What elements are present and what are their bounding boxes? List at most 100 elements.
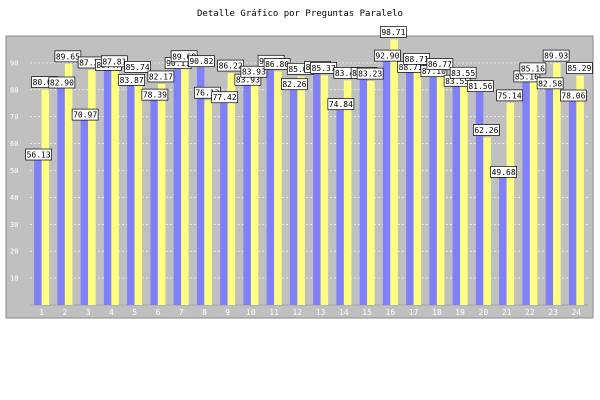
x-tick-label: 16 <box>386 308 396 317</box>
data-label: 85.16 <box>521 64 545 73</box>
data-label: 56.13 <box>27 151 51 160</box>
x-tick-label: 17 <box>409 308 419 317</box>
bar-series-2 <box>64 63 73 306</box>
data-label-box <box>48 76 76 89</box>
bar-series-2 <box>367 81 375 305</box>
bar-series-2 <box>250 79 259 305</box>
bar-series-2 <box>553 63 561 305</box>
data-label: 89.65 <box>56 52 80 61</box>
data-label-box <box>536 77 564 90</box>
x-tick-label: 24 <box>572 308 582 317</box>
data-label-box <box>71 108 99 121</box>
bar-series-2 <box>41 89 50 306</box>
bar-series-2 <box>88 69 96 305</box>
y-tick-label: 50 <box>10 167 18 175</box>
data-label-box <box>449 66 477 79</box>
bar-series-1 <box>406 66 414 305</box>
x-tick-label: 1 <box>39 308 44 317</box>
bar-series-2 <box>274 71 282 306</box>
x-tick-label: 7 <box>179 308 184 317</box>
x-tick-label: 21 <box>502 308 512 317</box>
data-label-box <box>426 58 454 70</box>
data-label: 85.37 <box>312 64 336 73</box>
data-label-box <box>374 49 401 62</box>
bar-series-2 <box>157 83 166 305</box>
y-tick-label: 40 <box>10 194 18 202</box>
bar-series-2 <box>506 102 515 305</box>
bar-series-2 <box>483 137 491 305</box>
data-label: 78.39 <box>143 91 167 100</box>
x-tick-label: 20 <box>479 308 489 317</box>
data-label-box <box>281 78 308 91</box>
data-label: 82.58 <box>538 79 562 88</box>
bar-series-1 <box>336 103 344 306</box>
bar-series-1 <box>220 96 228 305</box>
bar-series-2 <box>529 75 538 305</box>
bar-series-1 <box>359 72 368 306</box>
bar-series-1 <box>243 79 251 305</box>
data-label: 83.23 <box>358 70 382 79</box>
data-label: 85.74 <box>126 63 150 72</box>
x-tick-label: 10 <box>246 308 256 317</box>
data-label-box <box>25 148 52 161</box>
bar-series-1 <box>429 70 437 306</box>
data-label: 89.93 <box>544 52 568 61</box>
x-tick-label: 12 <box>293 308 303 317</box>
data-label-box <box>519 62 547 75</box>
data-label: 86.22 <box>219 62 243 71</box>
data-label-box <box>496 89 523 102</box>
bar-series-1 <box>452 80 461 305</box>
x-tick-label: 4 <box>109 308 114 317</box>
data-label: 62.26 <box>474 126 498 135</box>
data-label-box <box>188 55 215 68</box>
data-label-box <box>542 49 570 62</box>
x-tick-label: 14 <box>339 308 349 317</box>
bar-series-1 <box>522 75 530 305</box>
data-label: 83.93 <box>242 68 266 77</box>
data-label-box <box>217 59 244 72</box>
y-tick-label: 70 <box>10 113 18 121</box>
bar-series-1 <box>568 95 577 305</box>
data-label: 87.37 <box>79 58 103 67</box>
y-tick-label: 30 <box>10 221 18 229</box>
data-label: 82.26 <box>282 80 306 89</box>
bar-series-2 <box>204 100 212 305</box>
x-tick-label: 23 <box>548 308 558 317</box>
x-tick-label: 6 <box>155 308 160 317</box>
x-tick-label: 2 <box>62 308 67 317</box>
bar-series-1 <box>150 94 158 306</box>
bar-series-1 <box>127 79 135 305</box>
y-tick-label: 80 <box>10 86 18 94</box>
data-label: 77.42 <box>213 93 237 102</box>
bar-series-2 <box>436 71 445 305</box>
data-label-box <box>240 65 268 78</box>
bar-series-1 <box>313 66 321 305</box>
y-tick-label: 90 <box>10 59 18 67</box>
data-label-box <box>118 74 145 86</box>
data-label-box <box>141 88 169 101</box>
data-label-box <box>54 50 82 63</box>
bar-series-1 <box>475 85 484 305</box>
x-tick-label: 22 <box>525 308 535 317</box>
bar-series-1 <box>266 60 275 306</box>
data-label: 81.56 <box>468 82 492 91</box>
data-label: 76.13 <box>195 89 219 98</box>
x-tick-label: 3 <box>86 308 91 317</box>
bar-series-1 <box>173 62 182 306</box>
y-tick-label: 20 <box>10 248 18 256</box>
bar-series-2 <box>181 63 189 305</box>
data-label: 92.90 <box>375 52 399 61</box>
data-label-box <box>566 62 593 74</box>
data-label: 87.10 <box>422 67 446 76</box>
data-label: 87.81 <box>102 57 126 66</box>
bar-series-2 <box>413 66 422 305</box>
bar-series-1 <box>57 81 65 306</box>
chart-title: Detalle Gráfico por Preguntas Paralelo <box>197 9 403 19</box>
x-tick-label: 5 <box>132 308 137 317</box>
data-label-box <box>327 98 355 111</box>
data-label-box <box>147 70 175 83</box>
bar-series-2 <box>111 68 119 305</box>
data-label-box <box>560 89 587 102</box>
x-tick-label: 9 <box>225 308 230 317</box>
